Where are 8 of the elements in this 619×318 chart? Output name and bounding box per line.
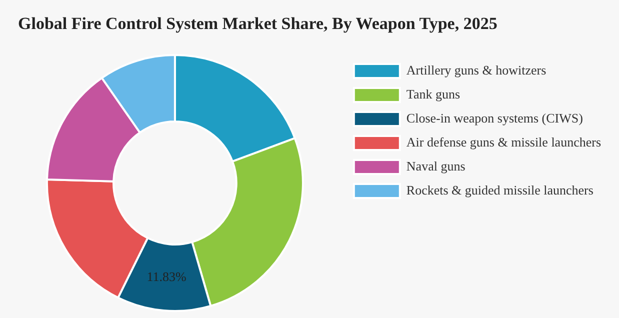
legend-label: Naval guns: [406, 158, 466, 174]
legend-label: Air defense guns & missile launchers: [406, 134, 601, 150]
legend-label: Rockets & guided missile launchers: [406, 182, 594, 198]
legend-label: Close-in weapon systems (CIWS): [406, 110, 583, 126]
chart-title: Global Fire Control System Market Share, By Weapon Type, 2025: [17, 13, 498, 35]
legend-label: Artillery guns & howitzers: [406, 62, 546, 78]
legend-label: Tank guns: [406, 86, 460, 102]
data-label: 11.83%: [146, 268, 187, 284]
